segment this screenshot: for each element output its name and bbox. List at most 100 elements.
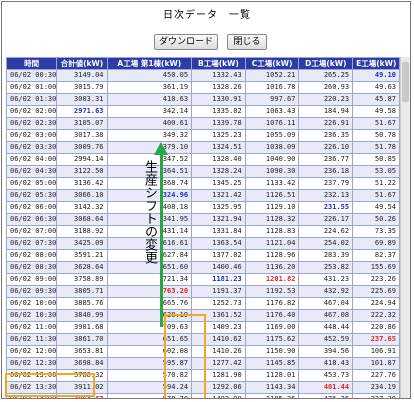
vertical-scrollbar[interactable] (400, 57, 410, 398)
table-row: 06/02 06:30 3068.64 341.95 1321.94 1128.32 22… (6, 213, 400, 226)
table-row: 06/02 08:30 3628.64 651.60 1400.46 1136.20 25… (6, 261, 400, 274)
table-row: 06/02 09:30 3805.71 763.20 1191.37 1192.53 43… (6, 285, 400, 298)
cell-factory-e: 222.32 (352, 309, 400, 322)
cell-total: 3954.67 (56, 393, 108, 398)
scrollbar-thumb[interactable] (402, 62, 409, 102)
cell-factory-a: 595.87 (106, 357, 193, 370)
cell-time: 06/02 07:30 (6, 237, 58, 250)
cell-factory-b: 1328.40 (191, 153, 246, 166)
cell-factory-b: 1328.26 (191, 81, 246, 94)
cell-factory-a: 594.24 (106, 381, 193, 394)
cell-factory-a: 709.63 (106, 321, 193, 334)
cell-time: 06/02 05:30 (6, 189, 58, 202)
cell-factory-e: 49.54 (352, 201, 400, 214)
cell-factory-d: 431.23 (298, 273, 354, 286)
cell-total: 3425.09 (56, 237, 108, 250)
cell-time: 06/02 02:00 (6, 105, 58, 118)
cell-total: 3188.92 (56, 225, 108, 238)
cell-factory-a: 408.18 (106, 201, 193, 214)
cell-total: 3911.02 (56, 381, 108, 394)
cell-factory-c: 1143.34 (244, 381, 300, 394)
table-row: 06/02 04:00 2994.14 347.52 1328.40 1040.90 23… (6, 153, 400, 166)
cell-factory-c: 1136.20 (244, 261, 300, 274)
cell-factory-c: 1121.04 (244, 237, 300, 250)
cell-factory-a: 616.61 (106, 237, 193, 250)
cell-factory-c: 1133.42 (244, 177, 300, 190)
arrow-up-icon (154, 142, 168, 155)
cell-factory-d: 401.44 (298, 381, 354, 394)
cell-factory-b: 1400.46 (191, 261, 246, 274)
cell-factory-b: 1321.94 (191, 213, 246, 226)
cell-factory-e: 155.69 (352, 261, 400, 274)
cell-factory-a: 578.78 (106, 393, 193, 398)
cell-factory-d: 226.91 (298, 117, 354, 130)
cell-time: 06/02 12:00 (6, 345, 58, 358)
cell-time: 06/02 12:30 (6, 357, 58, 370)
cell-factory-b: 1191.37 (191, 285, 246, 298)
cell-time: 06/02 01:30 (6, 93, 58, 106)
cell-factory-d: 237.79 (298, 177, 354, 190)
data-table-container[interactable]: 時間 合計値(kW) A工場 第1棟(kW) B工場(kW) C工場(kW) D… (6, 57, 400, 398)
cell-factory-d: 224.62 (298, 225, 354, 238)
cell-total: 3105.07 (56, 117, 108, 130)
table-row: 06/02 06:00 3142.32 408.18 1325.95 1129.10 23… (6, 201, 400, 214)
cell-total: 3628.64 (56, 261, 108, 274)
cell-time: 06/02 03:30 (6, 141, 58, 154)
cell-total: 3591.21 (56, 249, 108, 262)
cell-time: 06/02 13:00 (6, 369, 58, 382)
table-header-row: 時間 合計値(kW) A工場 第1棟(kW) B工場(kW) C工場(kW) D… (6, 57, 400, 70)
table-row: 06/02 08:00 3591.21 627.84 1377.02 1128.96 28… (6, 249, 400, 262)
cell-factory-b: 1363.54 (191, 237, 246, 250)
cell-factory-e: 73.35 (352, 225, 400, 238)
cell-factory-e: 220.86 (352, 321, 400, 334)
cell-time: 06/02 08:00 (6, 249, 58, 262)
cell-factory-e: 223.26 (352, 273, 400, 286)
cell-time: 06/02 14:00 (6, 393, 58, 398)
cell-factory-b: 1324.51 (191, 141, 246, 154)
cell-factory-b: 1281.90 (191, 369, 246, 382)
cell-factory-c: 1128.83 (244, 225, 300, 238)
cell-total: 3840.99 (56, 309, 108, 322)
cell-factory-e: 51.67 (352, 189, 400, 202)
cell-factory-e: 53.05 (352, 165, 400, 178)
cell-factory-d: 226.17 (298, 213, 354, 226)
cell-factory-b: 1252.73 (191, 297, 246, 310)
cell-factory-b: 1181.23 (191, 273, 246, 286)
cell-total: 3698.84 (56, 357, 108, 370)
cell-factory-c: 1129.10 (244, 201, 300, 214)
cell-factory-a: 627.84 (106, 249, 193, 262)
cell-factory-b: 1492.99 (191, 393, 246, 398)
cell-factory-b: 1331.84 (191, 225, 246, 238)
cell-factory-d: 283.39 (298, 249, 354, 262)
cell-factory-c: 997.67 (244, 93, 300, 106)
cell-factory-c: 1169.00 (244, 321, 300, 334)
close-button[interactable]: 閉じる (227, 34, 267, 50)
table-row: 06/02 07:00 3188.92 431.14 1331.84 1128.83 22… (6, 225, 400, 238)
cell-factory-d: 394.56 (298, 345, 354, 358)
cell-factory-a: 349.32 (106, 129, 193, 142)
cell-factory-c: 1201.82 (244, 273, 300, 286)
cell-time: 06/02 01:00 (6, 81, 58, 94)
cell-factory-d: 452.59 (298, 333, 354, 346)
cell-total: 3136.42 (56, 177, 108, 190)
cell-factory-b: 1277.42 (191, 357, 246, 370)
cell-total: 3805.71 (56, 285, 108, 298)
shift-change-arrow (160, 152, 163, 327)
cell-factory-c: 1192.53 (244, 285, 300, 298)
cell-factory-a: 400.61 (106, 117, 193, 130)
table-row: 06/02 07:30 3425.09 616.61 1363.54 1121.04 25… (6, 237, 400, 250)
cell-factory-b: 1321.42 (191, 189, 246, 202)
cell-factory-c: 1040.90 (244, 153, 300, 166)
cell-factory-e: 51.67 (352, 117, 400, 130)
table-row: 06/02 05:00 3136.42 368.74 1345.25 1133.42 23… (6, 177, 400, 190)
cell-time: 06/02 04:00 (6, 153, 58, 166)
cell-time: 06/02 02:30 (6, 117, 58, 130)
header-factory-d: D工場(kW) (298, 57, 354, 70)
table-row: 06/02 03:30 3009.76 379.10 1324.51 1038.09 22… (6, 141, 400, 154)
table-row: 06/02 02:30 3105.07 400.61 1339.78 1076.11 22… (6, 117, 400, 130)
cell-total: 2971.63 (56, 105, 108, 118)
cell-factory-b: 1361.52 (191, 309, 246, 322)
download-button[interactable]: ダウンロード (154, 34, 218, 50)
cell-factory-e: 50.26 (352, 213, 400, 226)
cell-factory-e: 227.38 (352, 393, 400, 398)
